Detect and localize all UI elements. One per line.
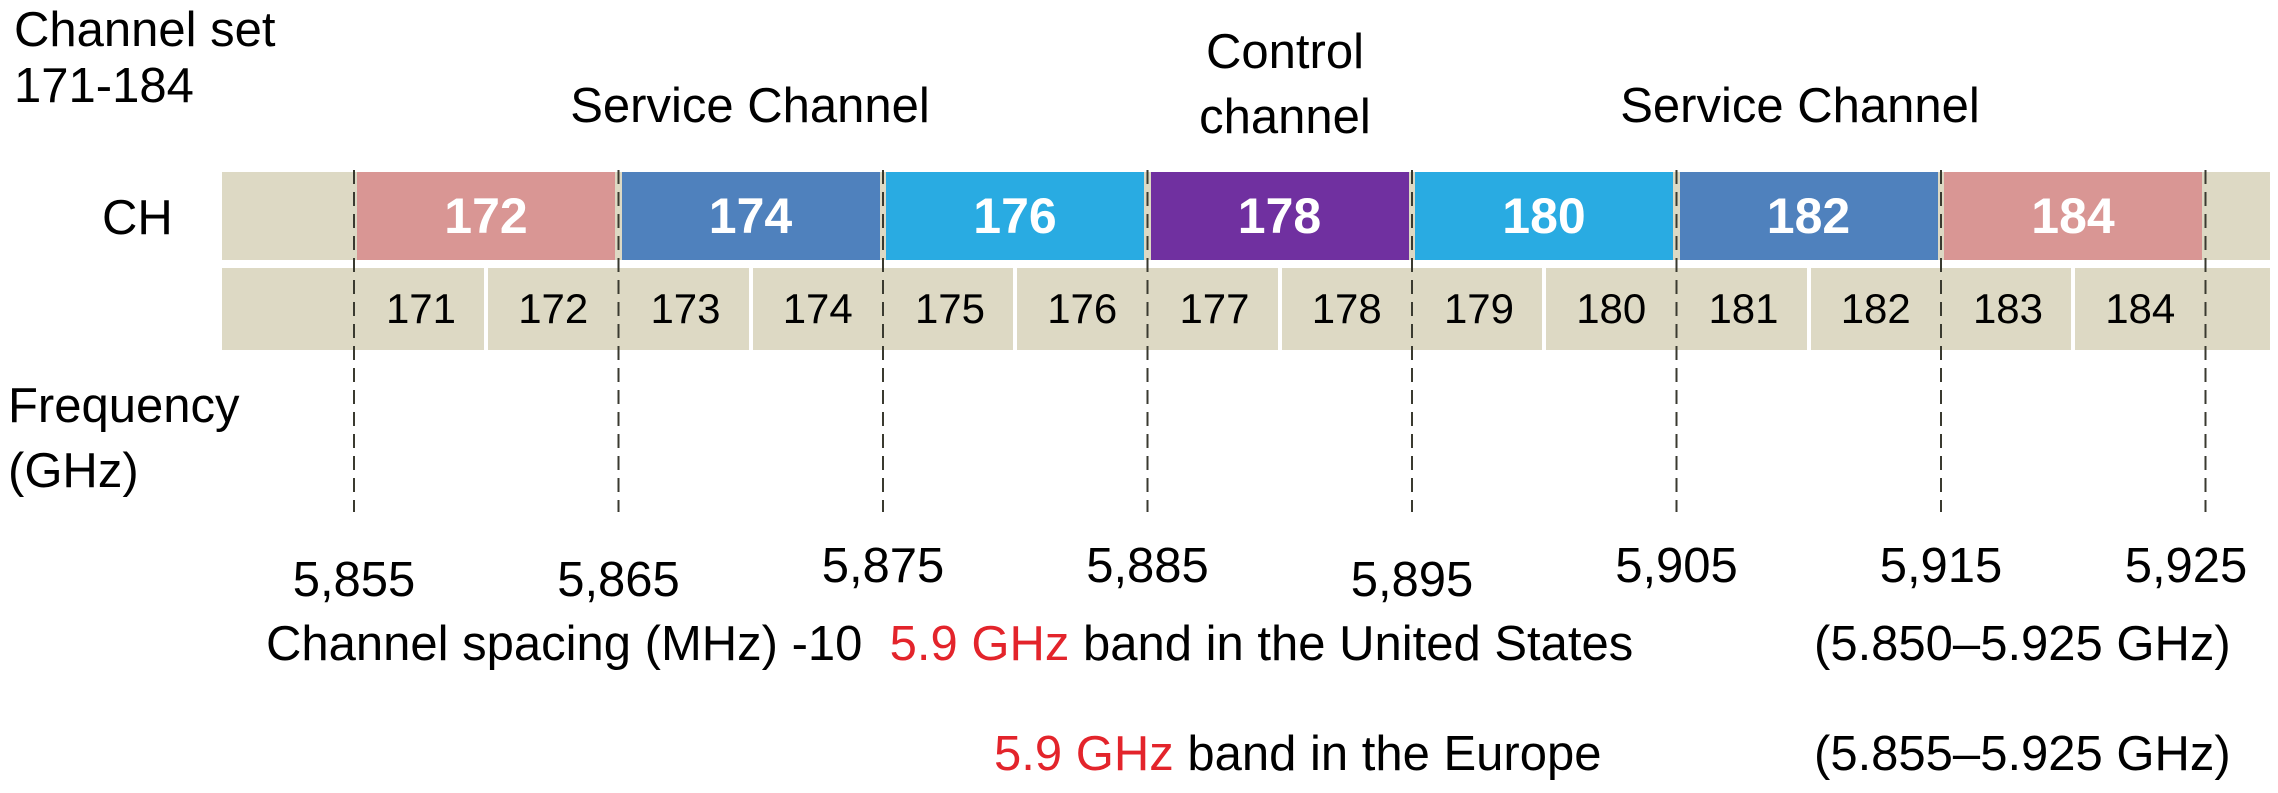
channel-172-block: 172 bbox=[357, 172, 615, 260]
subchannel-179-cell: 179 bbox=[1443, 285, 1515, 332]
service-channel-right-label: Service Channel bbox=[1620, 79, 1980, 133]
channel-178-block: 178 bbox=[1150, 172, 1409, 260]
ch-row-label: CH bbox=[102, 191, 173, 245]
control-channel-line-2: channel bbox=[1199, 89, 1371, 144]
legend-eu-line: 5.9 GHz band in the Europe bbox=[994, 726, 1601, 782]
frequency-label-line-1: Frequency bbox=[8, 379, 240, 433]
subchannel-separator bbox=[1013, 268, 1018, 350]
title-line-1: Channel set bbox=[14, 3, 276, 57]
subchannel-174-cell: 174 bbox=[782, 285, 853, 332]
us-band-highlight: 5.9 GHz bbox=[889, 617, 1070, 671]
subchannel-177-cell: 177 bbox=[1179, 285, 1250, 332]
eu-band-range: (5.855–5.925 GHz) bbox=[1814, 727, 2231, 781]
frequency-label-line-2: (GHz) bbox=[8, 443, 139, 498]
subchannel-171-cell: 171 bbox=[385, 285, 457, 332]
channel-174-block: 174 bbox=[621, 172, 880, 260]
eu-band-text: band in the Europe bbox=[1173, 727, 1602, 781]
subchannel-separator bbox=[1806, 268, 1811, 350]
frequency-tick-5905: 5,905 bbox=[1615, 539, 1738, 593]
subchannel-180-cell: 180 bbox=[1576, 285, 1647, 332]
subchannel-separator bbox=[748, 268, 753, 350]
frequency-tick-5875: 5,875 bbox=[821, 539, 945, 593]
frequency-tick-5865: 5,865 bbox=[557, 553, 680, 607]
channel-spacing-text: Channel spacing (MHz) -10 bbox=[266, 617, 863, 671]
control-channel-line-1: Control bbox=[1206, 25, 1364, 79]
subchannel-173-cell: 173 bbox=[650, 285, 721, 332]
subchannel-separator bbox=[1542, 268, 1547, 350]
subchannel-184-cell: 184 bbox=[2105, 285, 2176, 332]
subchannel-separator bbox=[1277, 268, 1282, 350]
subchannel-183-cell: 183 bbox=[1972, 285, 2044, 332]
channel-180-block: 180 bbox=[1415, 172, 1673, 260]
title-line-2: 171-184 bbox=[14, 59, 194, 114]
channel-182-block: 182 bbox=[1679, 172, 1938, 260]
subchannel-182-cell: 182 bbox=[1840, 285, 1911, 332]
frequency-tick-5915: 5,915 bbox=[1879, 539, 2003, 593]
subchannel-band-background bbox=[222, 268, 2270, 350]
frequency-tick-5895: 5,895 bbox=[1350, 553, 1474, 607]
frequency-tick-5885: 5,885 bbox=[1086, 539, 1209, 593]
subchannel-181-cell: 181 bbox=[1708, 285, 1779, 332]
subchannel-175-cell: 175 bbox=[914, 285, 986, 332]
subchannel-separator bbox=[2071, 268, 2076, 350]
subchannel-176-cell: 176 bbox=[1047, 285, 1118, 332]
channel-184-block: 184 bbox=[1944, 172, 2202, 260]
subchannel-178-cell: 178 bbox=[1311, 285, 1382, 332]
channel-set-title: Channel set 171-184 bbox=[14, 2, 276, 115]
subchannel-separator bbox=[484, 268, 489, 350]
channel-176-block: 176 bbox=[886, 172, 1144, 260]
us-band-range: (5.850–5.925 GHz) bbox=[1814, 617, 2231, 671]
eu-band-highlight: 5.9 GHz bbox=[994, 727, 1174, 781]
frequency-tick-5925: 5,925 bbox=[2124, 539, 2248, 593]
frequency-tick-5855: 5,855 bbox=[292, 553, 416, 607]
subchannel-172-cell: 172 bbox=[518, 285, 589, 332]
legend-us-line: Channel spacing (MHz) -10 5.9 GHz band i… bbox=[266, 616, 1633, 672]
service-channel-left-label: Service Channel bbox=[570, 79, 930, 133]
us-band-text: band in the United States bbox=[1069, 617, 1634, 671]
control-channel-label: Control channel bbox=[1150, 20, 1420, 149]
frequency-label: Frequency (GHz) bbox=[8, 374, 240, 503]
